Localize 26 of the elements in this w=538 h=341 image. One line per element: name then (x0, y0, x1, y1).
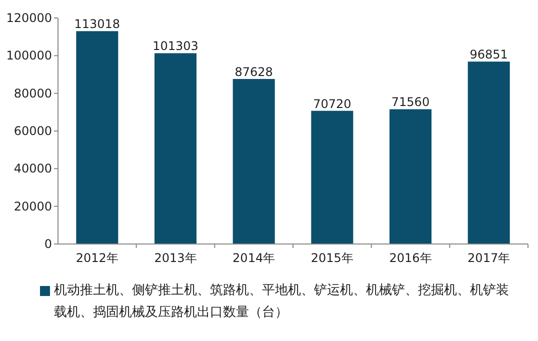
data-label: 96851 (470, 48, 508, 62)
bar (390, 109, 432, 244)
x-tick-label: 2012年 (76, 251, 118, 265)
data-label: 87628 (234, 64, 273, 79)
y-tick-label: 20000 (14, 199, 52, 214)
bar (154, 53, 196, 244)
bar (76, 31, 118, 244)
x-tick-label: 2013年 (154, 251, 197, 265)
bar (468, 62, 510, 244)
y-tick-label: 100000 (6, 48, 52, 63)
x-tick-label: 2016年 (389, 251, 432, 265)
y-tick-label: 80000 (14, 86, 52, 100)
x-tick-label: 2017年 (468, 251, 510, 265)
data-label: 70720 (313, 96, 352, 111)
x-tick-label: 2015年 (310, 251, 354, 265)
data-label: 113018 (74, 17, 120, 32)
y-tick-label: 0 (44, 237, 52, 251)
data-label: 101303 (152, 39, 198, 54)
data-label: 71560 (391, 95, 430, 110)
bar (311, 110, 354, 244)
legend-label: 机动推土机、侧铲推土机、筑路机、平地机、铲运机、机械铲、挖掘机、机铲装载机、捣固机械及压路机出口数量（台） (54, 282, 510, 322)
bar (232, 78, 275, 244)
y-tick-label: 40000 (14, 162, 52, 176)
x-tick-label: 2014年 (232, 251, 276, 265)
y-tick-label: 60000 (14, 124, 52, 138)
y-tick-label: 120000 (6, 11, 52, 25)
